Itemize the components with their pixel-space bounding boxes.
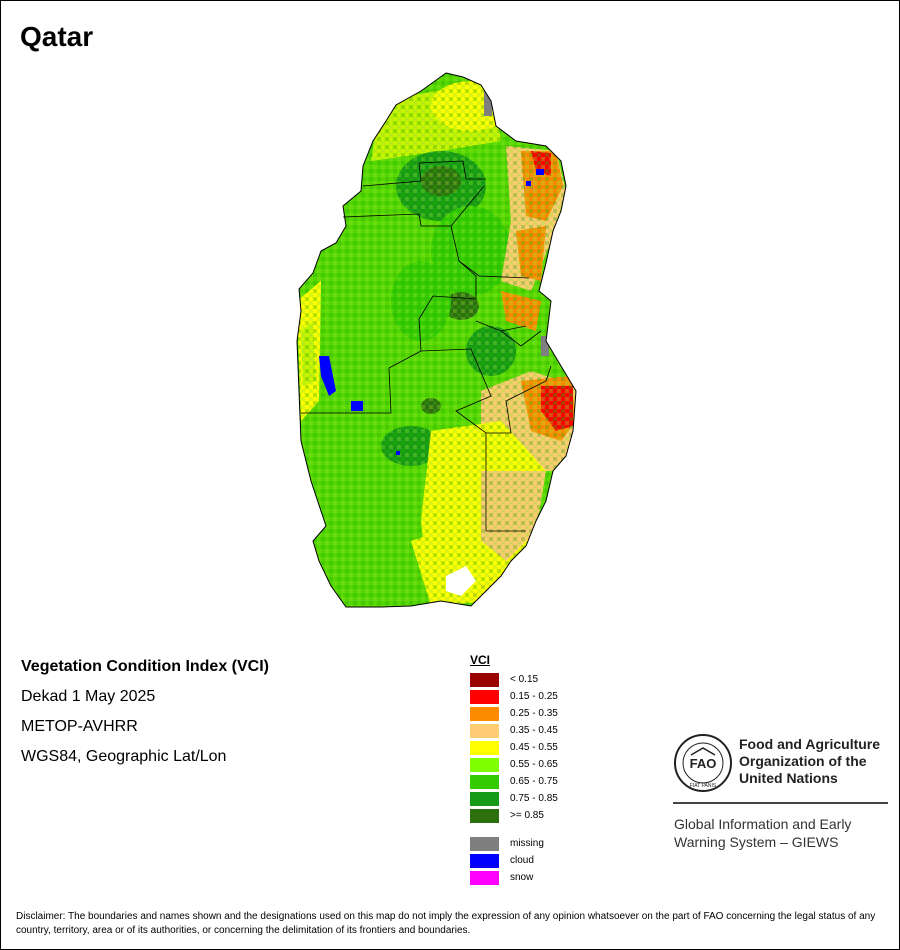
admin-boundaries [301, 160, 552, 532]
legend-label: 0.45 - 0.55 [510, 742, 558, 753]
legend-swatch-missing [470, 837, 499, 851]
legend-swatch [470, 792, 499, 806]
giews-line: Global Information and Early [674, 816, 852, 832]
qatar-coastline [296, 72, 577, 608]
legend-label: >= 0.85 [510, 810, 544, 821]
legend-swatch [470, 673, 499, 687]
legend-swatch [470, 724, 499, 738]
legend-label: missing [510, 838, 544, 849]
fao-name-line: Food and Agriculture [739, 736, 881, 752]
legend-label: 0.15 - 0.25 [510, 691, 558, 702]
legend-swatch-cloud [470, 854, 499, 868]
legend-swatch-snow [470, 871, 499, 885]
legend-swatch [470, 690, 499, 704]
map-title: Qatar [20, 21, 94, 52]
fao-name: Food and Agriculture Organization of the… [739, 736, 880, 787]
dekad-label: Dekad 1 May 2025 [21, 688, 156, 705]
legend-label: 0.55 - 0.65 [510, 759, 558, 770]
vci-map [296, 72, 577, 608]
giews-line: Warning System – GIEWS [674, 834, 839, 850]
giews-name: Global Information and Early Warning Sys… [674, 815, 851, 851]
index-title: Vegetation Condition Index (VCI) [21, 658, 269, 675]
legend-label: 0.65 - 0.75 [510, 776, 558, 787]
legend-label: 0.25 - 0.35 [510, 708, 558, 719]
fao-name-line: Organization of the [739, 753, 867, 769]
legend-label: < 0.15 [510, 674, 539, 685]
legend-label: 0.35 - 0.45 [510, 725, 558, 736]
legend-swatch [470, 741, 499, 755]
fao-logo-motto: FIAT PANIS [690, 783, 717, 789]
legend-swatch [470, 758, 499, 772]
fao-logo-text: FAO [690, 756, 717, 771]
sensor-label: METOP-AVHRR [21, 718, 138, 735]
fao-logo: FAO FIAT PANIS [674, 734, 732, 792]
legend-swatch [470, 775, 499, 789]
fao-name-line: United Nations [739, 770, 838, 786]
legend-label: snow [510, 872, 534, 883]
legend-label: cloud [510, 855, 534, 866]
legend-title: VCI [470, 653, 491, 667]
disclaimer: Disclaimer: The boundaries and names sho… [16, 911, 876, 936]
projection-label: WGS84, Geographic Lat/Lon [21, 748, 227, 765]
legend-swatch [470, 809, 499, 823]
legend-label: 0.75 - 0.85 [510, 793, 558, 804]
legend-swatch [470, 707, 499, 721]
divider [673, 802, 888, 804]
qatar-landmass [297, 73, 576, 607]
